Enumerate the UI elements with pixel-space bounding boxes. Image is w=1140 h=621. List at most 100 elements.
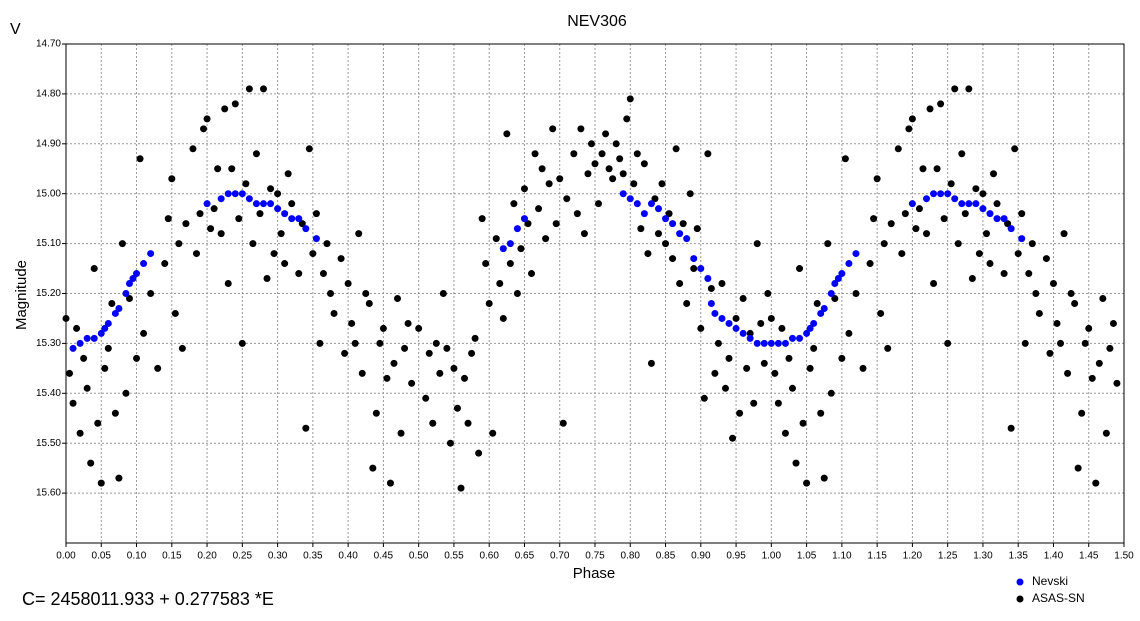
data-point bbox=[598, 150, 606, 158]
data-point bbox=[133, 270, 141, 278]
data-point bbox=[954, 240, 962, 248]
data-point bbox=[961, 210, 969, 218]
data-point bbox=[915, 205, 923, 213]
data-point bbox=[147, 250, 155, 258]
data-point bbox=[277, 230, 285, 238]
x-tick-label: 1.45 bbox=[1079, 551, 1099, 562]
data-point bbox=[647, 200, 655, 208]
data-point bbox=[457, 484, 465, 492]
data-point bbox=[923, 230, 931, 238]
data-point bbox=[312, 210, 320, 218]
data-point bbox=[979, 205, 987, 213]
data-point bbox=[654, 230, 662, 238]
data-point bbox=[637, 225, 645, 233]
data-point bbox=[323, 240, 331, 248]
data-point bbox=[573, 210, 581, 218]
data-point bbox=[704, 275, 712, 283]
plot-frame bbox=[65, 43, 1125, 544]
data-point bbox=[259, 85, 267, 93]
data-point bbox=[238, 190, 246, 198]
data-point bbox=[792, 459, 800, 467]
data-point bbox=[404, 319, 412, 327]
data-point bbox=[880, 240, 888, 248]
data-point bbox=[1007, 225, 1015, 233]
data-point bbox=[1099, 294, 1107, 302]
data-point bbox=[609, 175, 617, 183]
data-point bbox=[175, 240, 183, 248]
legend-marker bbox=[1016, 595, 1024, 603]
data-point bbox=[344, 280, 352, 288]
data-point bbox=[542, 235, 550, 243]
data-point bbox=[1113, 379, 1121, 387]
data-point bbox=[831, 280, 839, 288]
data-point bbox=[753, 339, 761, 347]
x-tick-label: 1.15 bbox=[867, 551, 887, 562]
data-point bbox=[725, 354, 733, 362]
data-point bbox=[267, 185, 275, 193]
data-point bbox=[129, 275, 137, 283]
data-point bbox=[73, 324, 81, 332]
data-point bbox=[799, 419, 807, 427]
data-point bbox=[83, 384, 91, 392]
data-point bbox=[707, 299, 715, 307]
data-point bbox=[394, 294, 402, 302]
data-point bbox=[298, 220, 306, 228]
data-point bbox=[651, 195, 659, 203]
data-point bbox=[556, 175, 564, 183]
data-point bbox=[616, 155, 624, 163]
data-point bbox=[115, 474, 123, 482]
data-point bbox=[355, 230, 363, 238]
data-point bbox=[224, 190, 232, 198]
data-point bbox=[210, 205, 218, 213]
data-point bbox=[1074, 464, 1082, 472]
data-point bbox=[926, 105, 934, 113]
data-point bbox=[757, 319, 765, 327]
data-point bbox=[845, 260, 853, 268]
data-point bbox=[288, 215, 296, 223]
data-point bbox=[1035, 309, 1043, 317]
data-point bbox=[535, 205, 543, 213]
data-point bbox=[386, 479, 394, 487]
data-point bbox=[214, 165, 222, 173]
data-point bbox=[111, 309, 119, 317]
x-tick-label: 0.15 bbox=[162, 551, 182, 562]
data-point bbox=[69, 399, 77, 407]
data-point bbox=[647, 359, 655, 367]
x-tick-label: 1.10 bbox=[832, 551, 852, 562]
data-point bbox=[125, 294, 133, 302]
data-point bbox=[489, 429, 497, 437]
data-point bbox=[767, 314, 775, 322]
data-point bbox=[90, 265, 98, 273]
data-point bbox=[147, 290, 155, 297]
data-point bbox=[281, 260, 289, 268]
data-point bbox=[520, 215, 528, 223]
x-tick-label: 1.25 bbox=[938, 551, 958, 562]
data-point bbox=[633, 150, 641, 158]
data-point bbox=[746, 334, 754, 342]
data-point bbox=[312, 235, 320, 243]
data-point bbox=[274, 190, 282, 198]
data-point bbox=[965, 200, 973, 208]
data-point bbox=[676, 280, 684, 288]
data-point bbox=[937, 190, 945, 198]
data-point bbox=[933, 165, 941, 173]
data-point bbox=[919, 165, 927, 173]
data-point bbox=[288, 200, 296, 208]
data-point bbox=[944, 190, 952, 198]
data-point bbox=[778, 324, 786, 332]
data-point bbox=[866, 260, 874, 268]
data-point bbox=[531, 150, 539, 158]
data-point bbox=[104, 344, 112, 352]
data-point bbox=[267, 200, 275, 208]
data-point bbox=[633, 200, 641, 208]
data-point bbox=[478, 215, 486, 223]
x-tick-label: 1.50 bbox=[1114, 551, 1134, 562]
data-point bbox=[654, 205, 662, 213]
data-point bbox=[827, 290, 835, 297]
data-point bbox=[986, 210, 994, 218]
data-point bbox=[337, 255, 345, 263]
x-tick-label: 0.05 bbox=[92, 551, 112, 562]
data-point bbox=[693, 225, 701, 233]
data-point bbox=[729, 434, 737, 442]
